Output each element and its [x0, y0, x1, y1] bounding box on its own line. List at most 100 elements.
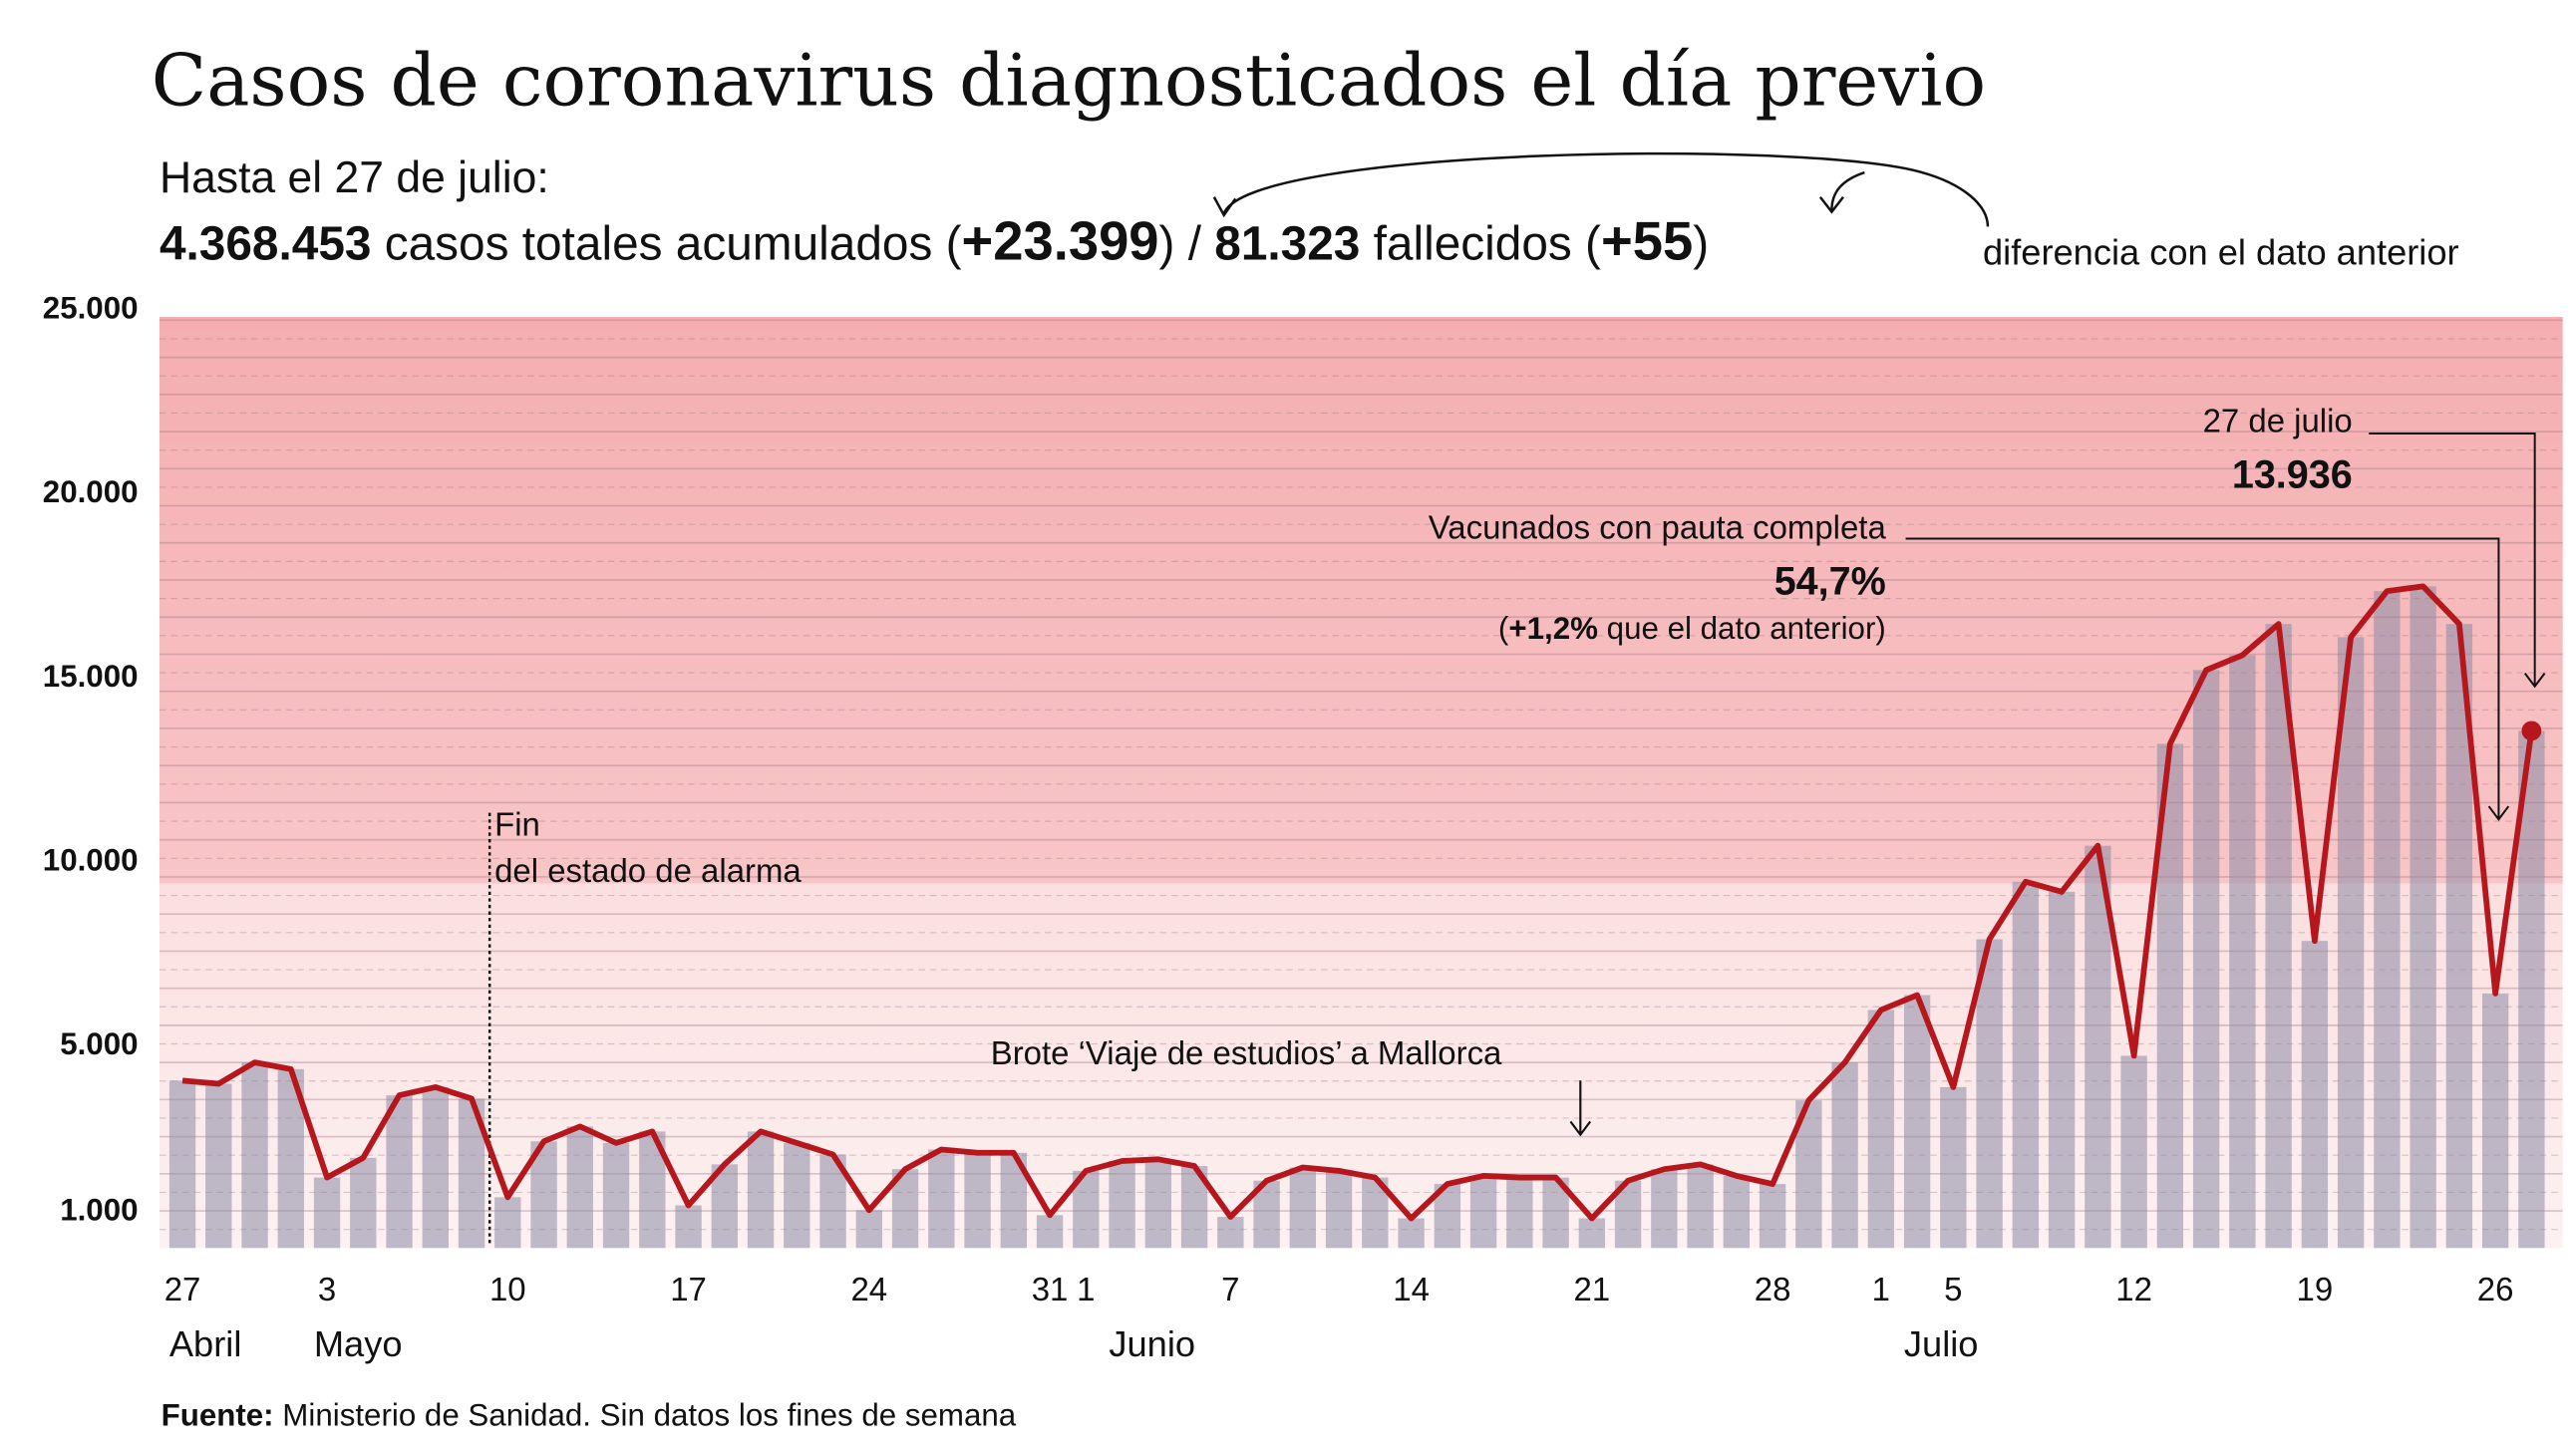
diff-arrow-branch — [1830, 170, 1865, 210]
y-tick-label: 20.000 — [43, 474, 139, 509]
arrow-down-icon — [1905, 537, 2510, 821]
bar — [386, 1095, 413, 1249]
x-tick-label: 19 — [2297, 1271, 2334, 1307]
bar — [1469, 1175, 1497, 1249]
bar — [168, 1080, 196, 1249]
bar — [2481, 993, 2509, 1249]
source-text: Ministerio de Sanidad. Sin datos los fin… — [274, 1397, 1017, 1432]
cases-diff: +23.399 — [962, 210, 1159, 271]
x-tick-label: 31 — [1032, 1271, 1069, 1307]
x-tick-label: 24 — [850, 1271, 887, 1307]
diff-note: diferencia con el dato anterior — [1983, 231, 2459, 272]
y-tick-label: 15.000 — [43, 659, 139, 694]
x-tick-label: 5 — [1944, 1271, 1962, 1307]
cases-line — [181, 583, 2542, 1222]
bar — [2410, 586, 2436, 1249]
bar — [2301, 941, 2329, 1249]
last-value: 13.936 — [2232, 452, 2353, 496]
subtitle-line1: Hasta el 27 de julio: — [160, 153, 549, 202]
bar — [2265, 624, 2292, 1249]
close-paren: ) — [1693, 217, 1709, 270]
bar — [2192, 670, 2220, 1249]
diff-arrow-line — [1222, 151, 1990, 227]
bar — [675, 1205, 702, 1249]
outbreak-annotation: Brote ‘Viaje de estudios’ a Mallorca — [991, 1034, 1502, 1071]
x-tick-label: 28 — [1755, 1271, 1791, 1307]
vaccinated-label: Vacunados con pauta completa — [1429, 508, 1887, 545]
bar — [2120, 1055, 2147, 1249]
month-label: Abril — [169, 1323, 242, 1364]
arrow-down-icon — [1569, 1080, 1592, 1137]
chart-title: Casos de coronavirus diagnosticados el d… — [152, 39, 1986, 123]
separator: ) / — [1159, 217, 1215, 270]
bar — [964, 1152, 991, 1249]
bar — [928, 1149, 955, 1249]
arrow-down-icon — [2369, 433, 2546, 689]
deaths-diff: +55 — [1601, 210, 1693, 271]
bar — [784, 1142, 810, 1249]
paren: ( — [1498, 611, 1509, 646]
bar — [422, 1086, 449, 1249]
bar — [1940, 1086, 1967, 1249]
bar — [2048, 891, 2076, 1249]
month-label: Junio — [1109, 1323, 1195, 1364]
x-tick-label: 3 — [318, 1271, 336, 1307]
x-tick-label: 17 — [670, 1271, 707, 1307]
bar — [1325, 1170, 1353, 1249]
deaths-text: fallecidos ( — [1360, 217, 1601, 270]
bar — [1651, 1169, 1678, 1249]
bar — [1867, 1010, 1895, 1249]
x-tick-label: 27 — [164, 1271, 201, 1307]
bar — [602, 1142, 630, 1249]
bar — [1687, 1164, 1714, 1249]
bar — [2229, 655, 2256, 1249]
source-label: Fuente: — [161, 1397, 274, 1432]
bar — [2012, 881, 2040, 1249]
x-tick-label: 7 — [1221, 1271, 1239, 1307]
x-tick-label: 26 — [2477, 1271, 2514, 1307]
bar — [855, 1210, 882, 1249]
deaths: 81.323 — [1214, 217, 1360, 270]
source: Fuente: Ministerio de Sanidad. Sin datos… — [161, 1397, 1017, 1432]
x-tick-label: 1 — [1077, 1271, 1095, 1307]
y-tick-label: 25.000 — [43, 291, 139, 326]
bar — [1976, 939, 2003, 1249]
vaccinated-diff-text: que el dato anterior) — [1598, 611, 1886, 646]
bar — [1144, 1159, 1172, 1249]
x-tick-label: 14 — [1393, 1271, 1430, 1307]
total-cases: 4.368.453 — [160, 217, 372, 270]
subtitle-totals: 4.368.453 casos totales acumulados (+23.… — [160, 210, 1709, 271]
x-tick-label: 21 — [1574, 1271, 1611, 1307]
vaccinated-value: 54,7% — [1774, 560, 1886, 604]
bar — [1578, 1218, 1606, 1249]
x-tick-label: 1 — [1872, 1271, 1890, 1307]
x-tick-label: 10 — [489, 1271, 526, 1307]
bar — [494, 1197, 521, 1249]
arrow-head-icon — [1212, 195, 1844, 218]
series-line — [181, 583, 2535, 1222]
background-bands — [159, 317, 2563, 1249]
bar — [566, 1126, 593, 1249]
y-tick-label: 10.000 — [43, 842, 139, 877]
bar — [350, 1157, 377, 1249]
bar — [1109, 1160, 1135, 1249]
bar — [1289, 1167, 1317, 1249]
y-tick-label: 5.000 — [60, 1026, 138, 1061]
bar — [205, 1083, 232, 1249]
y-axis: 25.000 20.000 15.000 10.000 5.000 1.000 — [43, 291, 139, 1228]
bar — [1759, 1184, 1786, 1249]
vaccinated-diff: (+1,2% que el dato anterior) — [1498, 611, 1886, 646]
bar — [1217, 1217, 1244, 1249]
last-date: 27 de julio — [2203, 402, 2353, 438]
bar — [241, 1062, 268, 1249]
alarm-annotation-2: del estado de alarma — [494, 852, 802, 889]
bar — [1831, 1062, 1858, 1249]
bar — [2518, 730, 2545, 1249]
bar — [1903, 995, 1931, 1249]
x-tick-label: 12 — [2115, 1271, 2152, 1307]
month-label: Julio — [1904, 1323, 1979, 1364]
month-label: Mayo — [314, 1323, 403, 1364]
y-tick-label: 1.000 — [60, 1192, 138, 1227]
